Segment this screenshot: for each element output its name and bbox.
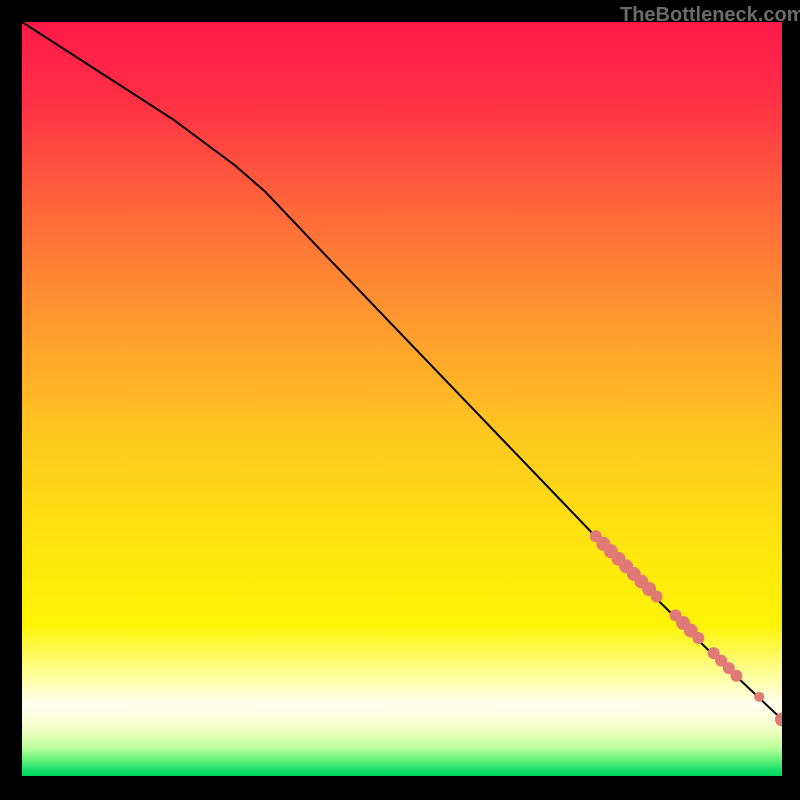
data-marker: [692, 632, 704, 644]
frame-border: [0, 0, 22, 800]
bottleneck-chart: [0, 0, 800, 800]
data-marker: [754, 692, 764, 702]
data-marker: [730, 670, 742, 682]
frame-border: [782, 0, 800, 800]
plot-background: [22, 22, 782, 776]
frame-border: [0, 776, 800, 800]
watermark-text: TheBottleneck.com: [620, 4, 800, 27]
data-marker: [651, 591, 663, 603]
